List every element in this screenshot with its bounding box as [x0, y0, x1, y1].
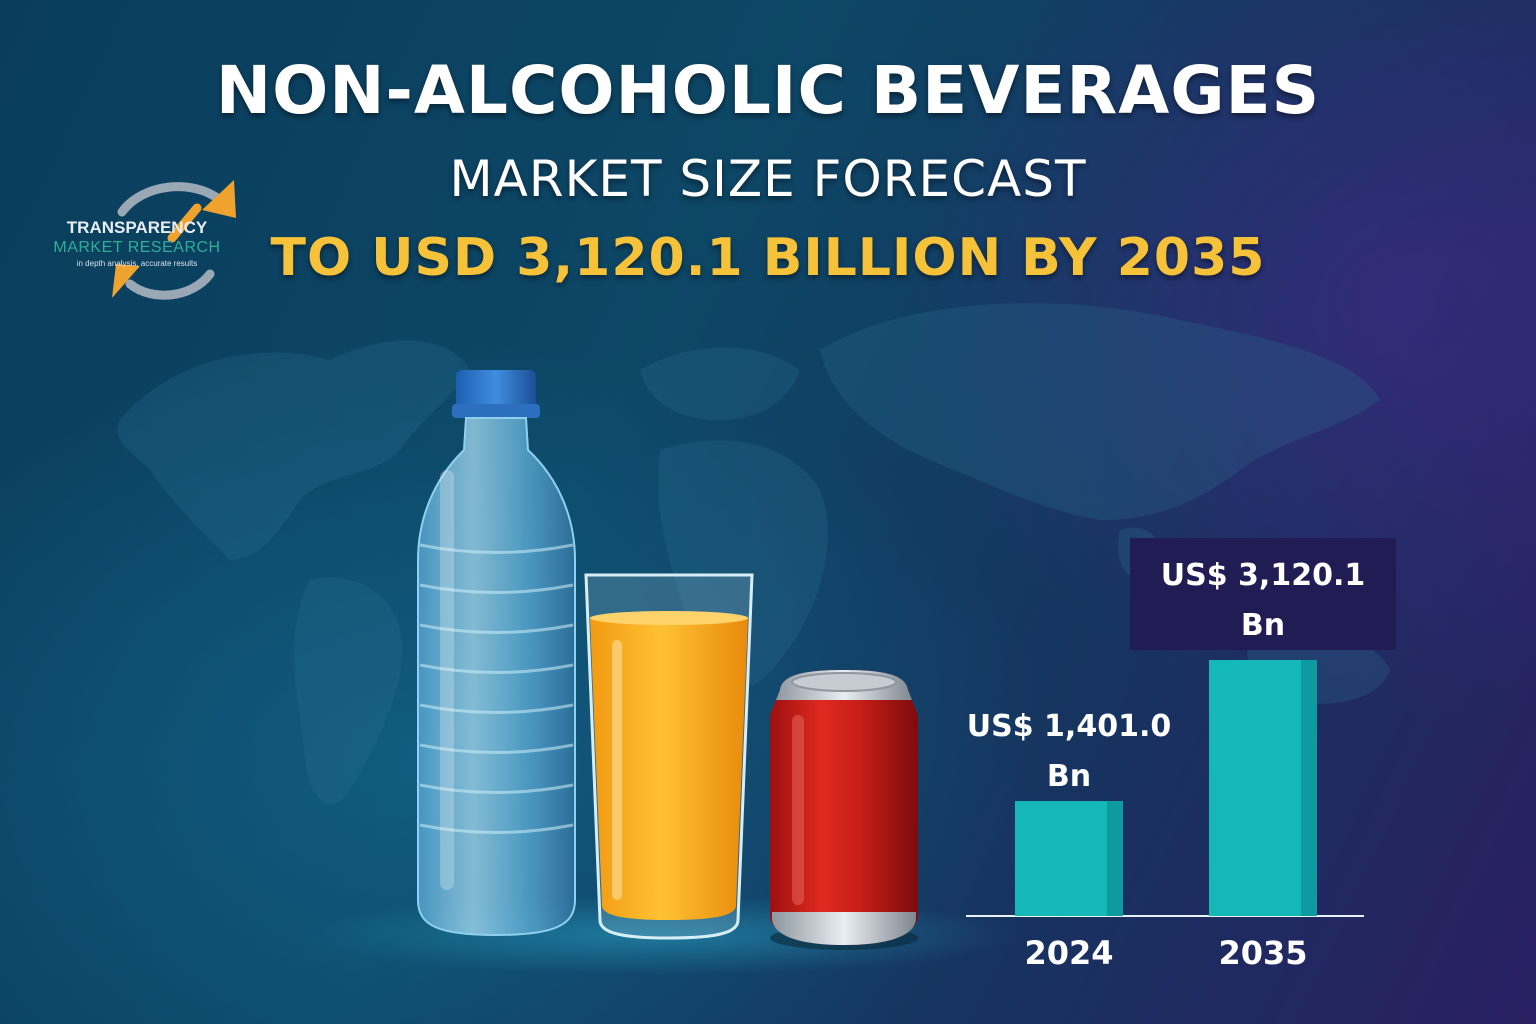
bar-shade-2035 [1301, 660, 1317, 916]
value-label-2035-line1: US$ 3,120.1 [1161, 558, 1365, 593]
logo-tagline: in depth analysis, accurate results [76, 259, 198, 268]
water-bottle-icon [417, 370, 576, 937]
forecast-headline: TO USD 3,120.1 BILLION BY 2035 [270, 228, 1266, 288]
value-label-2035-line2: Bn [1241, 608, 1285, 643]
value-label-box [1130, 538, 1396, 650]
circular-arrow-logo-icon [112, 180, 236, 300]
bar-shade-2024 [1107, 801, 1123, 916]
category-label-2035: 2035 [1218, 934, 1307, 972]
company-logo: TRANSPARENCY MARKET RESEARCH in depth an… [52, 178, 236, 302]
value-label-2024-line2: Bn [1047, 759, 1091, 794]
orange-juice-glass-icon [584, 573, 754, 940]
soda-can-icon [770, 670, 918, 950]
bar-2035 [1209, 660, 1317, 916]
category-label-2024: 2024 [1024, 934, 1113, 972]
chart-title: NON-ALCOHOLIC BEVERAGES [215, 52, 1321, 129]
bar-2024 [1015, 801, 1123, 916]
value-label-2024-line1: US$ 1,401.0 [967, 709, 1171, 744]
logo-text-transparency: TRANSPARENCY [66, 218, 208, 237]
logo-text-market-research: MARKET RESEARCH [53, 239, 221, 256]
chart-subtitle: MARKET SIZE FORECAST [449, 150, 1087, 208]
